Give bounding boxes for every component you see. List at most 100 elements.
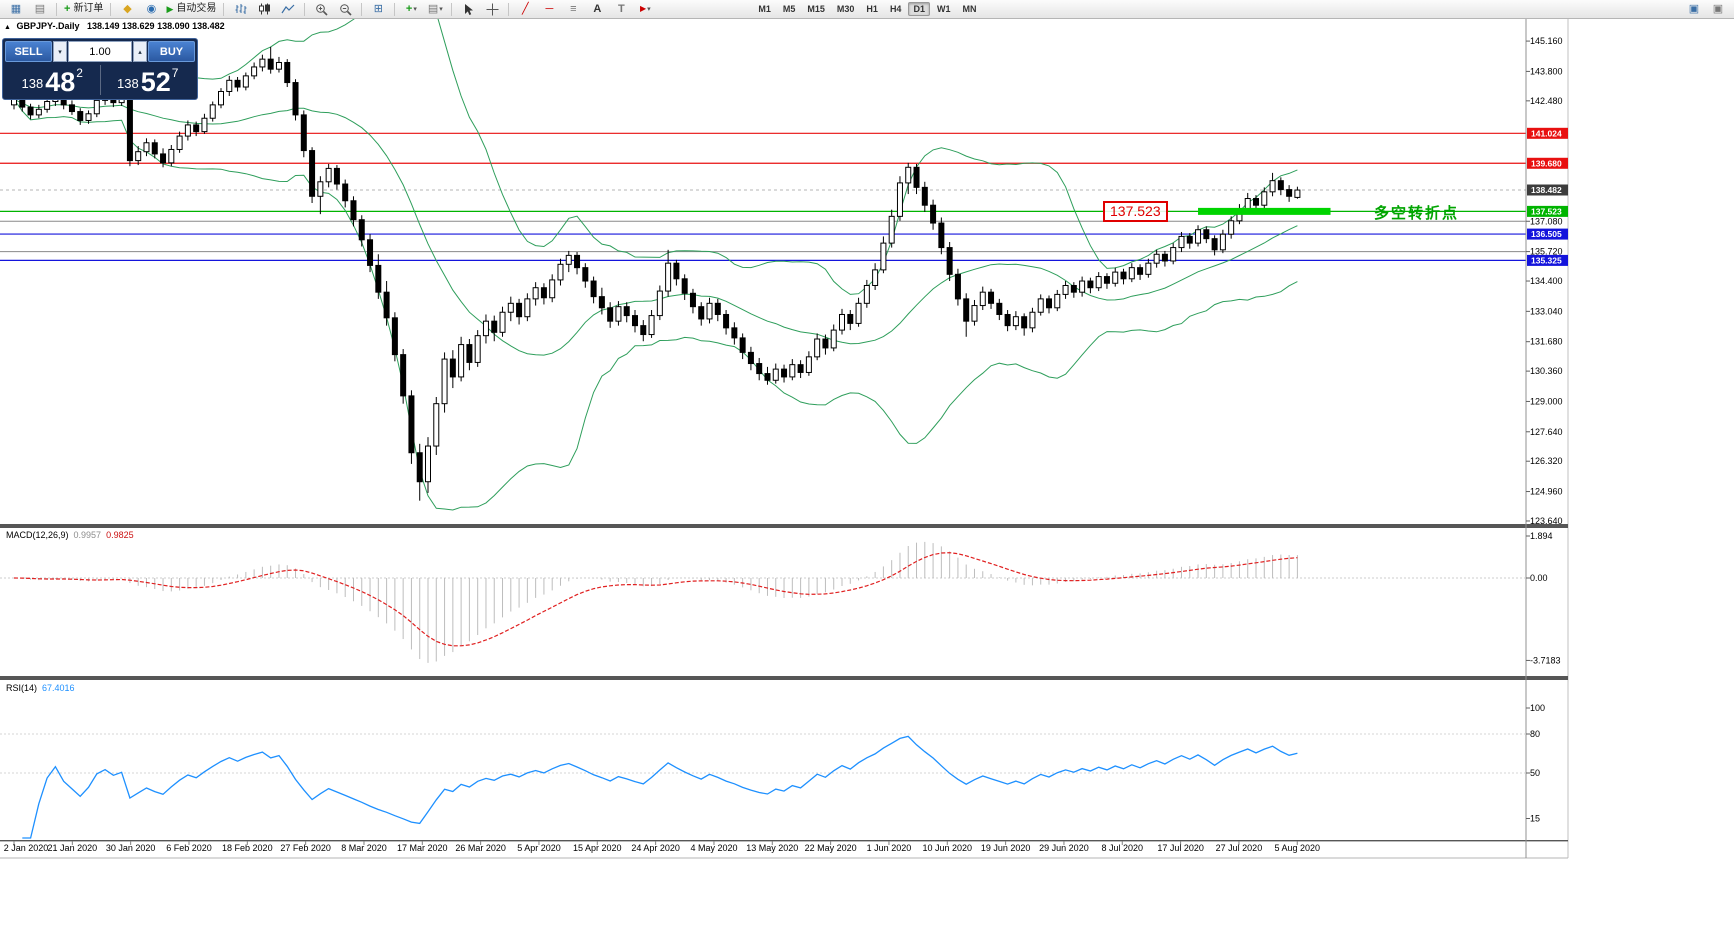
bar-chart-icon	[235, 4, 247, 14]
timeframe-button-d1[interactable]: D1	[908, 2, 930, 16]
macd-name: MACD(12,26,9)	[6, 530, 69, 540]
cursor-button[interactable]	[457, 1, 479, 17]
buy-price-big: 52	[140, 67, 171, 98]
svg-text:17 Mar 2020: 17 Mar 2020	[397, 843, 448, 853]
text-tool-button[interactable]: A	[586, 1, 608, 17]
svg-text:143.800: 143.800	[1530, 66, 1563, 76]
profiles-button[interactable]: ▤	[29, 1, 51, 17]
timeframe-button-m5[interactable]: M5	[782, 4, 796, 14]
sell-button[interactable]: SELL	[5, 41, 52, 62]
crosshair-button[interactable]	[481, 1, 503, 17]
crosshair-icon	[486, 3, 499, 15]
fibonacci-button[interactable]: ≡	[562, 1, 584, 17]
templates-button[interactable]: ▤ ▾	[424, 1, 446, 17]
support-highlight-bar	[1198, 207, 1331, 215]
text-tool-icon: A	[593, 2, 602, 15]
svg-text:29 Jun 2020: 29 Jun 2020	[1039, 843, 1089, 853]
svg-text:135.325: 135.325	[1531, 255, 1562, 265]
market-watch-button[interactable]: ◉	[140, 1, 162, 17]
timeframe-button-m1[interactable]: M1	[758, 4, 771, 14]
svg-text:6 Feb 2020: 6 Feb 2020	[166, 843, 212, 853]
price-divider	[99, 65, 101, 95]
svg-text:142.480: 142.480	[1530, 96, 1563, 106]
timeframe-button-h1[interactable]: H1	[866, 4, 878, 14]
buy-price-prefix: 138	[117, 76, 139, 91]
monitor-cursor-icon: ▣	[1712, 2, 1724, 15]
timeframe-button-m30[interactable]: M30	[836, 4, 855, 14]
chart-candles-button[interactable]	[253, 1, 275, 17]
timeframe-button-h4[interactable]: H4	[889, 4, 902, 14]
buy-price[interactable]: 138 52 7	[101, 62, 196, 98]
new-order-button[interactable]: + 新订单	[62, 1, 105, 17]
market-watch-icon: ◉	[146, 2, 157, 15]
svg-text:126.320: 126.320	[1530, 456, 1563, 466]
zoom-in-button[interactable]	[310, 1, 332, 17]
svg-text:2 Jan 2020: 2 Jan 2020	[4, 843, 49, 853]
arrows-tool-icon: ▶	[640, 4, 647, 13]
zoom-out-button[interactable]	[334, 1, 356, 17]
chevron-down-icon: ▾	[647, 5, 651, 13]
toolbar-separator	[304, 2, 306, 16]
timeframe-button-m15[interactable]: M15	[807, 4, 825, 14]
monitor-button[interactable]: ▣	[1683, 1, 1705, 17]
horizontal-line-button[interactable]: ─	[538, 1, 560, 17]
toolbar-separator	[451, 2, 453, 16]
svg-text:18 Feb 2020: 18 Feb 2020	[222, 843, 273, 853]
toolbar-separator	[394, 2, 396, 16]
new-chart-icon: ▦	[10, 2, 22, 15]
svg-text:1.894: 1.894	[1530, 531, 1553, 541]
chevron-down-icon: ▾	[439, 5, 443, 13]
timeframe-button-mn[interactable]: MN	[962, 4, 977, 14]
chevron-down-icon: ▾	[413, 5, 417, 13]
chart-bars-button[interactable]	[229, 1, 251, 17]
svg-text:21 Jan 2020: 21 Jan 2020	[48, 843, 98, 853]
svg-text:127.640: 127.640	[1530, 427, 1563, 437]
metaeditor-button[interactable]: ◆	[116, 1, 138, 17]
indicators-plus-icon: +	[405, 2, 413, 15]
trendline-button[interactable]: ╱	[514, 1, 536, 17]
chart-line-button[interactable]	[277, 1, 299, 17]
timeframe-toolbar: M1 M5 M15 M30 H1 H4 D1 W1 MN	[752, 2, 982, 16]
svg-text:5 Aug 2020: 5 Aug 2020	[1274, 843, 1320, 853]
svg-text:13 May 2020: 13 May 2020	[746, 843, 798, 853]
line-chart-icon	[281, 4, 295, 14]
sell-price[interactable]: 138 48 2	[5, 62, 100, 98]
rsi-name: RSI(14)	[6, 683, 38, 693]
new-chart-button[interactable]: ▦	[5, 1, 27, 17]
level-label-137523[interactable]: 137.523	[1103, 201, 1168, 222]
tile-windows-icon: ⊞	[373, 2, 383, 15]
volume-down-button[interactable]: ▾	[53, 41, 67, 62]
label-tool-button[interactable]: T	[610, 1, 632, 17]
auto-trading-button[interactable]: ▶ 自动交易	[164, 1, 218, 17]
auto-trading-play-icon: ▶	[166, 3, 174, 14]
tile-windows-button[interactable]: ⊞	[367, 1, 389, 17]
svg-text:136.505: 136.505	[1531, 229, 1562, 239]
panel-toggle-icon[interactable]: ▲	[4, 24, 11, 31]
volume-input[interactable]	[68, 41, 132, 62]
chart-note-text[interactable]: 多空转折点	[1374, 205, 1460, 222]
svg-text:138.482: 138.482	[1531, 185, 1562, 195]
svg-text:27 Feb 2020: 27 Feb 2020	[280, 843, 331, 853]
zoom-in-icon	[316, 3, 328, 16]
monitor-cursor-button[interactable]: ▣	[1707, 1, 1729, 17]
indicators-button[interactable]: + ▾	[400, 1, 422, 17]
toolbar-separator	[56, 2, 57, 16]
toolbar-separator	[110, 2, 112, 16]
arrows-tool-button[interactable]: ▶ ▾	[634, 1, 656, 17]
svg-text:129.000: 129.000	[1530, 396, 1563, 406]
sell-price-prefix: 138	[21, 76, 44, 91]
svg-text:10 Jun 2020: 10 Jun 2020	[923, 843, 973, 853]
symbol-name: GBPJPY-.Daily	[16, 21, 80, 31]
svg-text:24 Apr 2020: 24 Apr 2020	[631, 843, 680, 853]
svg-text:141.024: 141.024	[1531, 128, 1562, 138]
svg-text:19 Jun 2020: 19 Jun 2020	[981, 843, 1031, 853]
buy-button[interactable]: BUY	[148, 41, 195, 62]
svg-text:139.680: 139.680	[1531, 158, 1562, 168]
volume-up-button[interactable]: ▴	[133, 41, 147, 62]
horizontal-line-icon: ─	[545, 2, 554, 15]
svg-text:4 May 2020: 4 May 2020	[690, 843, 737, 853]
timeframe-button-w1[interactable]: W1	[936, 4, 951, 14]
svg-text:80: 80	[1530, 729, 1540, 739]
metaeditor-icon: ◆	[123, 2, 132, 15]
